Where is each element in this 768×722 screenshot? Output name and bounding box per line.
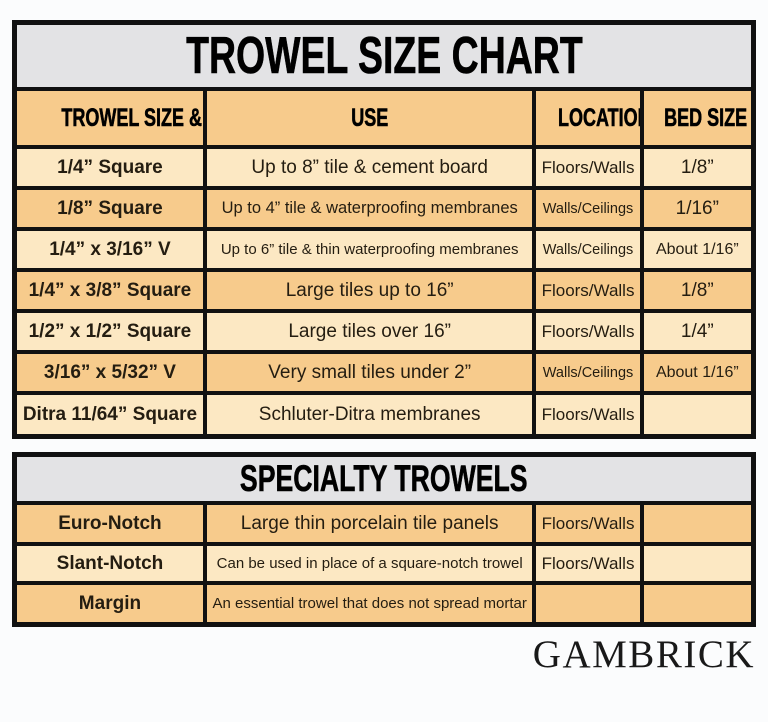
cell-use: Up to 6” tile & thin waterproofing membr…	[202, 227, 537, 272]
cell-location: Walls/Ceilings	[532, 227, 644, 272]
cell-shape: Slant-Notch	[15, 542, 207, 585]
cell-use: Large tiles over 16”	[202, 309, 537, 354]
cell-bed-size: 1/8”	[639, 268, 754, 313]
cell-location: Floors/Walls	[532, 542, 644, 585]
brand-logo: GAMBRICK	[532, 633, 755, 676]
table-row: 3/16” x 5/32” V Very small tiles under 2…	[15, 350, 754, 395]
cell-location: Floors/Walls	[532, 391, 644, 436]
specialty-table-title-bar: SPECIALTY TROWELS	[17, 457, 751, 505]
cell-bed-size: 1/4”	[639, 309, 754, 354]
col-header-label: LOCATION	[558, 103, 639, 132]
cell-location: Floors/Walls	[532, 503, 644, 546]
cell-bed-size	[639, 391, 754, 436]
col-header-label: USE	[351, 103, 389, 132]
table-row: 1/4” x 3/8” Square Large tiles up to 16”…	[15, 268, 754, 313]
cell-bed-size: About 1/16”	[639, 227, 754, 272]
col-header-bed-size: BED SIZE	[639, 89, 754, 149]
table-row: 1/4” Square Up to 8” tile & cement board…	[15, 145, 754, 190]
cell-use: An essential trowel that does not spread…	[202, 581, 537, 624]
specialty-title: SPECIALTY TROWELS	[240, 458, 528, 500]
cell-bed-size	[639, 581, 754, 624]
cell-use: Up to 4” tile & waterproofing membranes	[202, 186, 537, 231]
cell-shape: 1/4” x 3/8” Square	[15, 268, 207, 313]
col-header-location: LOCATION	[532, 89, 644, 149]
cell-location: Walls/Ceilings	[532, 186, 644, 231]
main-table: TROWEL SIZE & SHAPE USE LOCATION BED SIZ…	[15, 89, 754, 436]
table-row: 1/8” Square Up to 4” tile & waterproofin…	[15, 186, 754, 231]
specialty-table: Euro-Notch Large thin porcelain tile pan…	[15, 503, 754, 624]
cell-location: Floors/Walls	[532, 309, 644, 354]
cell-use: Can be used in place of a square-notch t…	[202, 542, 537, 585]
table-row: Euro-Notch Large thin porcelain tile pan…	[15, 503, 754, 546]
col-header-label: BED SIZE	[663, 103, 747, 132]
table-row: Ditra 11/64” Square Schluter-Ditra membr…	[15, 391, 754, 436]
cell-use: Large thin porcelain tile panels	[202, 503, 537, 546]
page-title: TROWEL SIZE CHART	[185, 27, 583, 86]
table-row: Margin An essential trowel that does not…	[15, 581, 754, 624]
cell-bed-size: About 1/16”	[639, 350, 754, 395]
cell-shape: Euro-Notch	[15, 503, 207, 546]
cell-bed-size	[639, 503, 754, 546]
main-table-header-row: TROWEL SIZE & SHAPE USE LOCATION BED SIZ…	[15, 89, 754, 149]
footer: GAMBRICK	[12, 633, 756, 677]
main-table-panel: TROWEL SIZE CHART TROWEL SIZE & SHAPE US…	[12, 20, 756, 439]
cell-bed-size: 1/8”	[639, 145, 754, 190]
cell-use: Very small tiles under 2”	[202, 350, 537, 395]
cell-shape: 3/16” x 5/32” V	[15, 350, 207, 395]
cell-location: Walls/Ceilings	[532, 350, 644, 395]
cell-location: Floors/Walls	[532, 268, 644, 313]
cell-location: Floors/Walls	[532, 145, 644, 190]
col-header-label: TROWEL SIZE & SHAPE	[61, 103, 203, 132]
cell-shape: 1/2” x 1/2” Square	[15, 309, 207, 354]
cell-shape: Margin	[15, 581, 207, 624]
cell-location	[532, 581, 644, 624]
trowel-chart-sheet: TROWEL SIZE CHART TROWEL SIZE & SHAPE US…	[12, 20, 756, 677]
cell-use: Large tiles up to 16”	[202, 268, 537, 313]
table-row: 1/4” x 3/16” V Up to 6” tile & thin wate…	[15, 227, 754, 272]
cell-shape: 1/4” x 3/16” V	[15, 227, 207, 272]
cell-shape: 1/4” Square	[15, 145, 207, 190]
table-row: 1/2” x 1/2” Square Large tiles over 16” …	[15, 309, 754, 354]
cell-use: Up to 8” tile & cement board	[202, 145, 537, 190]
panel-gap	[12, 439, 756, 452]
cell-use: Schluter-Ditra membranes	[202, 391, 537, 436]
main-table-title-bar: TROWEL SIZE CHART	[17, 25, 751, 91]
cell-bed-size: 1/16”	[639, 186, 754, 231]
cell-bed-size	[639, 542, 754, 585]
cell-shape: 1/8” Square	[15, 186, 207, 231]
col-header-trowel-size-shape: TROWEL SIZE & SHAPE	[15, 89, 207, 149]
table-row: Slant-Notch Can be used in place of a sq…	[15, 542, 754, 585]
specialty-table-panel: SPECIALTY TROWELS Euro-Notch Large thin …	[12, 452, 756, 627]
col-header-use: USE	[202, 89, 537, 149]
cell-shape: Ditra 11/64” Square	[15, 391, 207, 436]
